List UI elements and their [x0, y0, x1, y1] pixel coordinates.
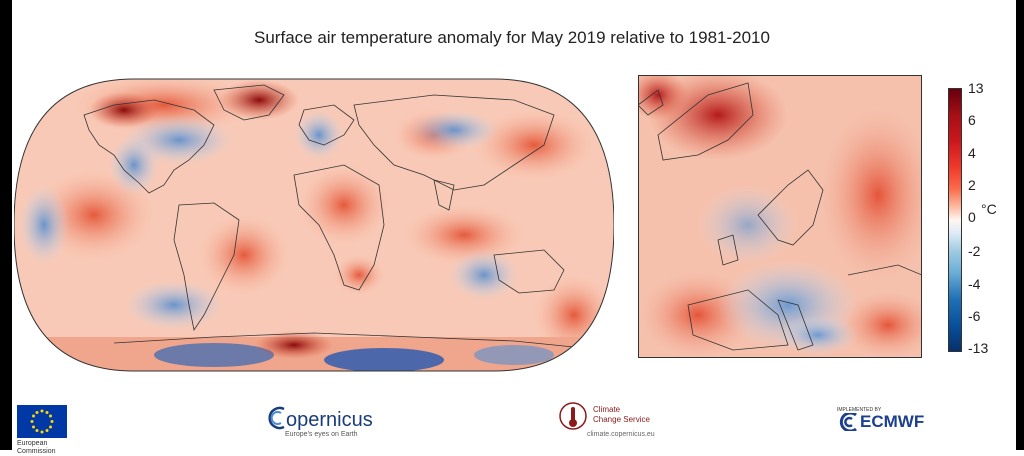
coastline	[213, 84, 285, 121]
c3s-thermometer-icon	[559, 402, 587, 430]
anomaly-patch	[89, 92, 159, 128]
copernicus-logo-text: opernicus	[286, 409, 373, 431]
coastline	[83, 99, 215, 194]
coastline	[638, 89, 664, 116]
coastline	[173, 202, 240, 332]
ecmwf-logo-icon	[839, 413, 857, 431]
europe-anomaly-map	[638, 75, 922, 358]
colorbar-tick: 13	[968, 80, 984, 96]
coastline	[757, 169, 824, 246]
anomaly-patch	[474, 345, 554, 365]
anomaly-patch	[324, 348, 444, 371]
c3s-url: climate.copernicus.eu	[587, 431, 655, 438]
colorbar-tick: -2	[968, 243, 981, 259]
right-window-edge	[1016, 0, 1024, 450]
anomaly-patch	[838, 290, 922, 358]
coastline	[493, 249, 565, 294]
coastline	[298, 104, 355, 146]
ecmwf-logo-text: ECMWF	[860, 412, 925, 431]
colorbar-tick: 2	[968, 177, 976, 193]
anomaly-patch	[404, 205, 524, 265]
anomaly-patch	[299, 165, 389, 245]
anomaly-patch	[474, 110, 594, 180]
anomaly-patch	[154, 343, 274, 367]
eu-flag-icon	[17, 405, 67, 438]
coastline	[657, 82, 754, 161]
colorbar-tick: -13	[968, 340, 989, 356]
eu-logo-text: European Commission	[17, 440, 56, 455]
coastline	[847, 264, 922, 276]
anomaly-patch	[698, 185, 798, 265]
colorbar-tick: 4	[968, 145, 976, 161]
anomaly-patch	[818, 105, 922, 285]
world-anomaly-map	[14, 78, 614, 372]
copernicus-tagline: Europe's eyes on Earth	[285, 431, 358, 438]
c3s-logo-text: Climate Change Service	[593, 405, 650, 424]
anomaly-patch	[19, 185, 69, 265]
colorbar-tick: -4	[968, 276, 981, 292]
coastline	[433, 179, 455, 211]
anomaly-patch	[778, 315, 858, 355]
anomaly-patch	[294, 110, 344, 160]
coastline	[687, 289, 789, 351]
left-window-edge	[0, 0, 12, 450]
coastline	[353, 94, 555, 191]
coastline	[113, 332, 575, 348]
colorbar-tick: 0	[968, 209, 976, 225]
anomaly-patch	[254, 331, 334, 359]
ecmwf-implemented-label: IMPLEMENTED BY	[837, 407, 882, 413]
anomaly-patch	[109, 135, 159, 195]
anomaly-patch	[409, 110, 499, 150]
copernicus-logo-icon	[268, 406, 285, 430]
colorbar-unit: °C	[981, 201, 997, 217]
colorbar-tick: 6	[968, 112, 976, 128]
anomaly-patch	[449, 250, 519, 300]
anomaly-patch	[638, 75, 688, 120]
anomaly-patch	[124, 280, 224, 330]
coastline	[717, 234, 739, 266]
anomaly-patch	[219, 80, 299, 120]
anomaly-patch	[334, 255, 384, 295]
coastline	[293, 164, 385, 291]
anomaly-patch	[199, 215, 289, 295]
coastline	[777, 299, 814, 351]
colorbar-tick: -6	[968, 308, 981, 324]
colorbar	[948, 88, 962, 352]
map-title: Surface air temperature anomaly for May …	[254, 28, 770, 47]
footer-logos: European Commission opernicus Europe's e…	[0, 395, 1024, 455]
